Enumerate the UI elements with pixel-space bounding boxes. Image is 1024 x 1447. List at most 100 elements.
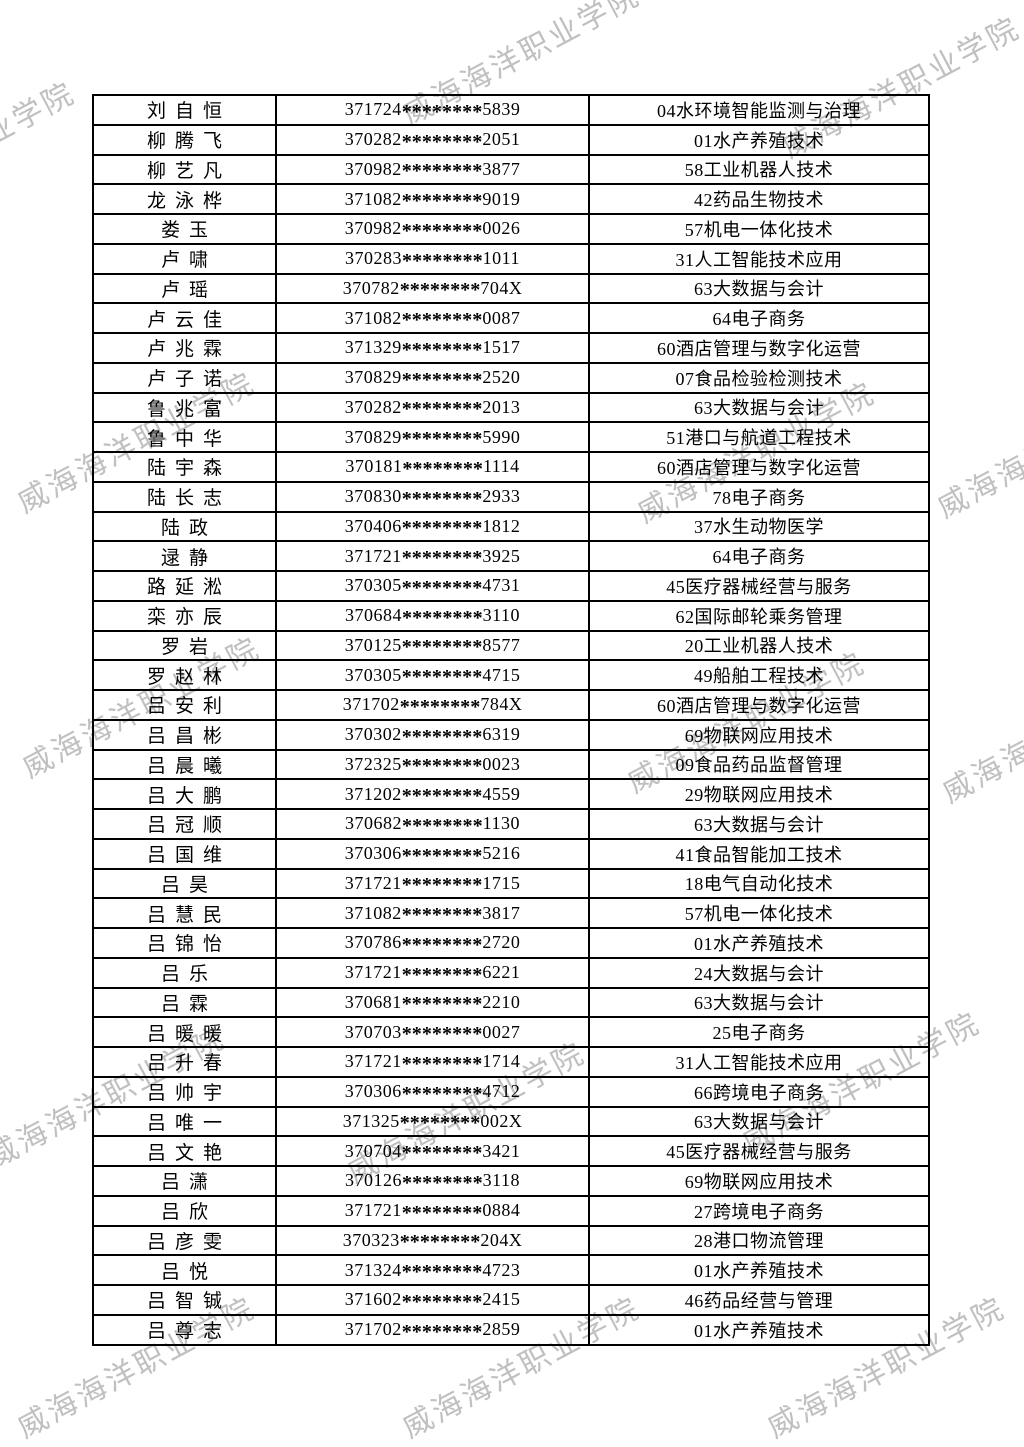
masked-digits: ******** — [402, 606, 483, 629]
major-cell: 01水产养殖技术 — [588, 927, 930, 959]
student-name-cell: 刘自恒 — [92, 94, 277, 126]
masked-id-cell: 371724********5839 — [275, 94, 590, 126]
table-row: 吕慧民 371082********3817 57机电一体化技术 — [92, 897, 930, 929]
student-name-cell: 吕潇 — [92, 1165, 277, 1197]
masked-digits: ******** — [401, 874, 483, 897]
major-cell: 09食品药品监督管理 — [588, 748, 930, 781]
masked-digits: ******** — [401, 1201, 483, 1224]
major-cell: 04水环境智能监测与治理 — [588, 94, 930, 126]
masked-digits: ******** — [401, 517, 483, 540]
masked-id-cell: 370306********4712 — [275, 1075, 590, 1108]
table-row: 吕欣 371721********0884 27跨境电子商务 — [92, 1194, 930, 1227]
table-row: 罗岩 370125********8577 20工业机器人技术 — [92, 629, 930, 662]
table-row: 吕唯一 371325********002X 63大数据与会计 — [92, 1105, 930, 1138]
student-name-cell: 罗岩 — [92, 629, 277, 662]
masked-digits: ******** — [401, 100, 483, 123]
major-cell: 64电子商务 — [588, 302, 930, 334]
student-name-cell: 吕欣 — [92, 1194, 277, 1227]
table-row: 吕乐 371721********6221 24大数据与会计 — [92, 956, 930, 989]
masked-id-cell: 371721********1714 — [275, 1046, 590, 1078]
masked-digits: ******** — [401, 368, 483, 391]
major-cell: 41食品智能加工技术 — [588, 837, 930, 870]
student-name-cell: 吕悦 — [92, 1254, 277, 1286]
major-cell: 66跨境电子商务 — [588, 1075, 930, 1108]
table-row: 路延淞 370305********4731 45医疗器械经营与服务 — [92, 570, 930, 602]
table-row: 娄玉 370982********0026 57机电一体化技术 — [92, 213, 930, 245]
masked-digits: ******** — [399, 279, 481, 302]
student-name-cell: 罗赵林 — [92, 659, 277, 691]
masked-id-cell: 370305********4731 — [275, 570, 590, 602]
student-name-cell: 逯静 — [92, 540, 277, 572]
masked-digits: ******** — [401, 963, 483, 986]
masked-digits: ******** — [401, 398, 483, 421]
major-cell: 58工业机器人技术 — [588, 153, 930, 186]
table-row: 吕霖 370681********2210 63大数据与会计 — [92, 986, 930, 1019]
masked-digits: ******** — [401, 666, 483, 689]
student-name-cell: 吕帅宇 — [92, 1075, 277, 1108]
masked-id-cell: 371324********4723 — [275, 1254, 590, 1286]
major-cell: 63大数据与会计 — [588, 808, 930, 840]
watermark-text: 威海海洋职业学院 — [937, 656, 1024, 810]
masked-id-cell: 370703********0027 — [275, 1016, 590, 1048]
student-name-cell: 吕暖暖 — [92, 1016, 277, 1048]
masked-id-cell: 371721********3925 — [275, 540, 590, 572]
student-name-cell: 吕冠顺 — [92, 808, 277, 840]
masked-id-cell: 370283********1011 — [275, 242, 590, 275]
major-cell: 60酒店管理与数字化运营 — [588, 689, 930, 721]
masked-id-cell: 370282********2013 — [275, 391, 590, 424]
student-name-cell: 吕安利 — [92, 689, 277, 721]
student-name-cell: 吕昊 — [92, 867, 277, 900]
major-cell: 27跨境电子商务 — [588, 1194, 930, 1227]
table-row: 鲁兆富 370282********2013 63大数据与会计 — [92, 391, 930, 424]
table-row: 吕尊志 371702********2859 01水产养殖技术 — [92, 1313, 930, 1347]
table-row: 鲁中华 370829********5990 51港口与航道工程技术 — [92, 421, 930, 453]
student-name-cell: 鲁中华 — [92, 421, 277, 453]
table-row: 卢云佳 371082********0087 64电子商务 — [92, 302, 930, 334]
masked-id-cell: 370181********1114 — [275, 451, 590, 483]
student-name-cell: 鲁兆富 — [92, 391, 277, 424]
table-row: 刘自恒 371724********5839 04水环境智能监测与治理 — [92, 94, 930, 126]
table-row: 吕晨曦 372325********0023 09食品药品监督管理 — [92, 748, 930, 781]
masked-id-cell: 370982********3877 — [275, 153, 590, 186]
student-name-cell: 吕锦怡 — [92, 927, 277, 959]
masked-digits: ******** — [401, 1082, 483, 1105]
student-name-cell: 娄玉 — [92, 213, 277, 245]
major-cell: 69物联网应用技术 — [588, 1165, 930, 1197]
student-name-cell: 吕国维 — [92, 837, 277, 870]
masked-id-cell: 370126********3118 — [275, 1165, 590, 1197]
student-name-cell: 吕乐 — [92, 956, 277, 989]
major-cell: 31人工智能技术应用 — [588, 1046, 930, 1078]
masked-digits: ******** — [399, 1112, 481, 1135]
masked-id-cell: 371202********4559 — [275, 778, 590, 810]
table-row: 柳腾飞 370282********2051 01水产养殖技术 — [92, 123, 930, 156]
masked-id-cell: 370682********1130 — [275, 808, 590, 840]
major-cell: 62国际邮轮乘务管理 — [588, 599, 930, 632]
student-name-cell: 龙泳桦 — [92, 183, 277, 215]
table-row: 逯静 371721********3925 64电子商务 — [92, 540, 930, 572]
major-cell: 63大数据与会计 — [588, 391, 930, 424]
masked-digits: ******** — [401, 1320, 483, 1343]
masked-id-cell: 370125********8577 — [275, 629, 590, 662]
student-name-cell: 卢云佳 — [92, 302, 277, 334]
masked-id-cell: 370830********2933 — [275, 480, 590, 513]
masked-digits: ******** — [401, 904, 483, 927]
major-cell: 31人工智能技术应用 — [588, 242, 930, 275]
masked-digits: ******** — [402, 1171, 483, 1194]
major-cell: 51港口与航道工程技术 — [588, 421, 930, 453]
student-name-cell: 栾亦辰 — [92, 599, 277, 632]
table-row: 陆宇森 370181********1114 60酒店管理与数字化运营 — [92, 451, 930, 483]
table-row: 卢啸 370283********1011 31人工智能技术应用 — [92, 242, 930, 275]
major-cell: 57机电一体化技术 — [588, 897, 930, 929]
student-name-cell: 吕文艳 — [92, 1135, 277, 1167]
student-name-cell: 路延淞 — [92, 570, 277, 602]
table-row: 吕悦 371324********4723 01水产养殖技术 — [92, 1254, 930, 1286]
major-cell: 46药品经营与管理 — [588, 1284, 930, 1316]
major-cell: 49船舶工程技术 — [588, 659, 930, 691]
student-name-cell: 吕昌彬 — [92, 718, 277, 751]
major-cell: 45医疗器械经营与服务 — [588, 570, 930, 602]
major-cell: 20工业机器人技术 — [588, 629, 930, 662]
student-name-cell: 吕彦雯 — [92, 1224, 277, 1257]
major-cell: 37水生动物医学 — [588, 510, 930, 543]
masked-digits: ******** — [401, 338, 483, 361]
student-name-cell: 卢啸 — [92, 242, 277, 275]
